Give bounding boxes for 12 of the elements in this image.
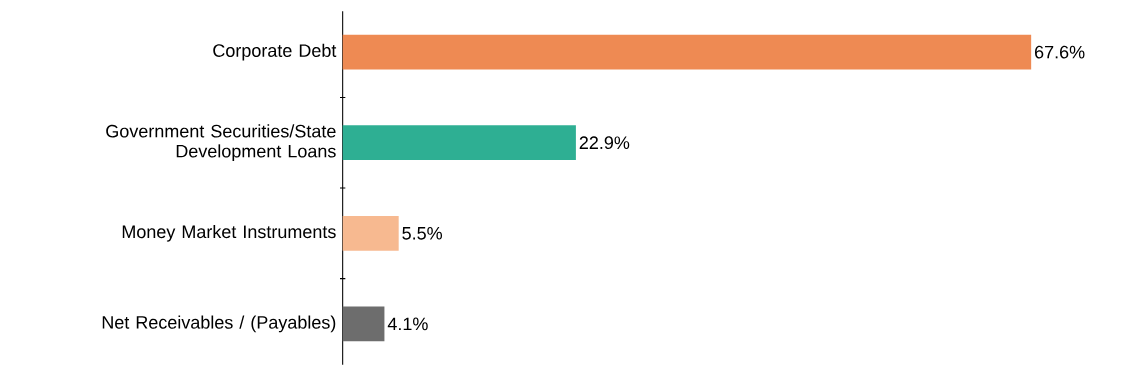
data-label: 5.5%	[402, 226, 443, 240]
data-label: 4.1%	[387, 317, 428, 331]
y-tick-label: Money Market Instruments	[122, 224, 336, 242]
data-label: 67.6%	[1035, 45, 1085, 59]
bar	[342, 34, 1032, 70]
y-tick-label: Government Securities/State Development Loans	[106, 124, 336, 162]
bar	[342, 125, 576, 161]
bar	[342, 306, 385, 342]
data-label: 22.9%	[579, 136, 630, 150]
y-tick-label: Corporate Debt	[213, 43, 337, 61]
bar	[342, 215, 399, 251]
y-tick-label: Net Receivables / (Payables)	[102, 315, 336, 333]
